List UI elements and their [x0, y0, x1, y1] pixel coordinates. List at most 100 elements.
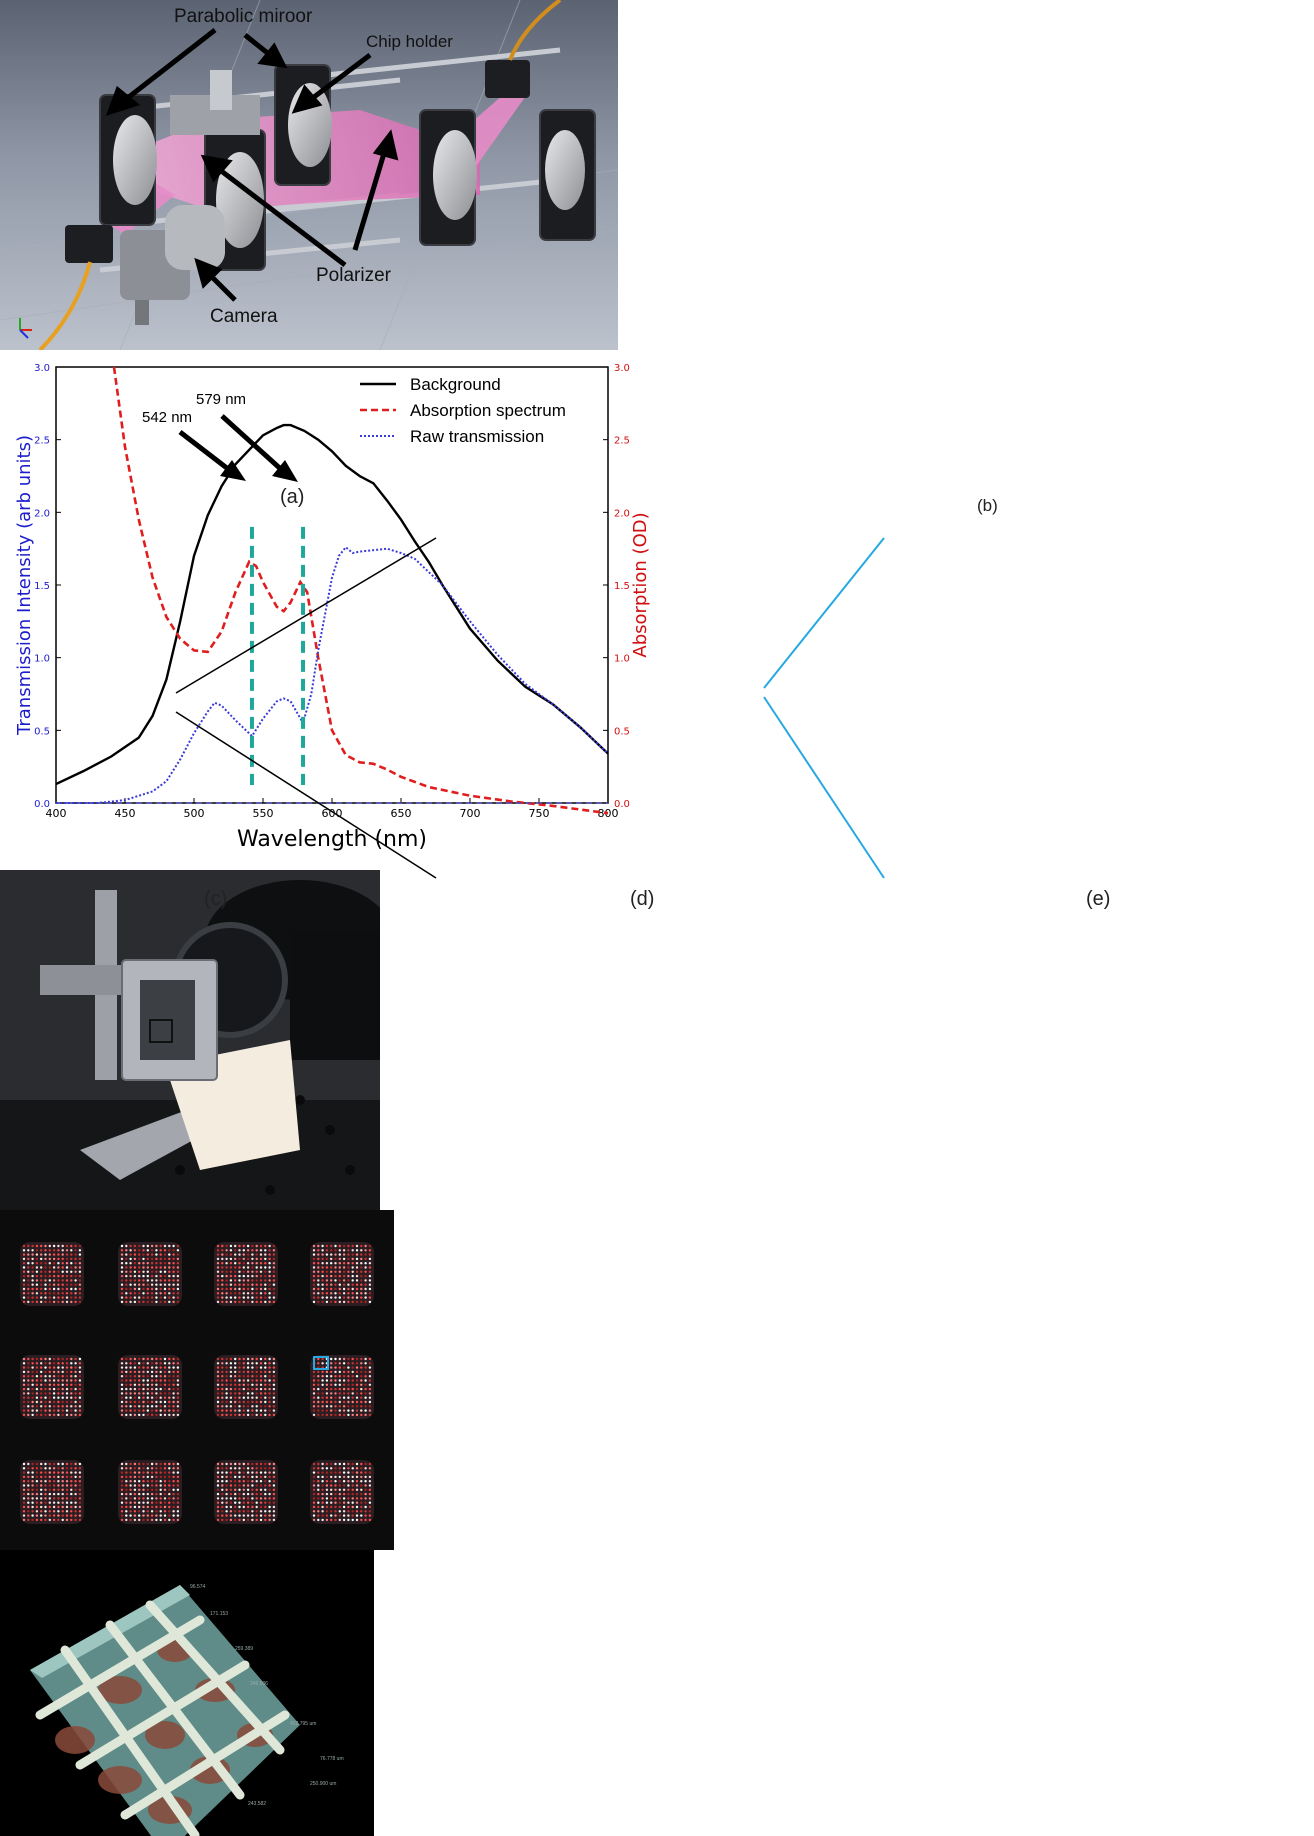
- sensor-dot: [48, 1366, 51, 1369]
- sensor-dot: [48, 1467, 51, 1470]
- sensor-dot: [229, 1518, 233, 1522]
- sensor-dot: [347, 1409, 350, 1412]
- sensor-dot: [120, 1266, 124, 1269]
- sensor-dot: [48, 1405, 51, 1408]
- sensor-dot: [150, 1244, 154, 1248]
- sensor-dot: [325, 1471, 329, 1474]
- sensor-dot: [229, 1488, 233, 1491]
- sensor-dot: [338, 1274, 341, 1278]
- sensor-dot: [330, 1514, 333, 1517]
- sensor-dot: [259, 1253, 263, 1256]
- sensor-dot: [264, 1375, 267, 1378]
- sensor-dot: [360, 1370, 363, 1374]
- sensor-dot: [342, 1492, 346, 1496]
- sensor-dot: [31, 1383, 34, 1386]
- sensor-dot: [22, 1462, 26, 1466]
- sensor-dot: [347, 1362, 350, 1365]
- sensor-dot: [146, 1379, 149, 1382]
- sensor-dot: [27, 1379, 30, 1382]
- sensor-dot: [268, 1300, 271, 1304]
- sensor-dot: [163, 1475, 167, 1479]
- sensor-dot: [216, 1253, 220, 1256]
- sensor-dot: [221, 1467, 224, 1470]
- sensor-dot: [255, 1488, 258, 1491]
- sensor-array-bg: [20, 1242, 84, 1306]
- sensor-dot: [155, 1492, 158, 1496]
- sensor-dot: [129, 1274, 132, 1278]
- sensor-dot: [334, 1480, 337, 1483]
- sensor-dot: [52, 1279, 56, 1282]
- sensor-dot: [44, 1279, 47, 1282]
- sensor-dot: [264, 1244, 267, 1248]
- sensor-dot: [268, 1383, 271, 1386]
- sensor-dot: [125, 1488, 128, 1491]
- sensor-dot: [70, 1253, 73, 1256]
- sensor-dot: [317, 1387, 320, 1391]
- sensor-dot: [364, 1262, 367, 1265]
- sensor-dot: [52, 1375, 56, 1378]
- sensor-dot: [338, 1300, 341, 1304]
- sensor-dot: [129, 1375, 132, 1378]
- sensor-dot: [238, 1279, 241, 1282]
- sensor-dot: [159, 1253, 162, 1256]
- sensor-dot: [325, 1405, 329, 1408]
- sensor-dot: [155, 1379, 158, 1382]
- sensor-dot: [61, 1266, 64, 1269]
- sensor-dot: [142, 1480, 145, 1483]
- sensor-dot: [338, 1266, 341, 1269]
- sensor-dot: [142, 1488, 145, 1491]
- sensor-dot: [48, 1283, 51, 1286]
- sensor-dot: [74, 1362, 77, 1365]
- sensor-dot: [146, 1357, 149, 1361]
- sensor-dot: [221, 1400, 224, 1404]
- sensor-dot: [61, 1357, 64, 1361]
- sensor-dot: [325, 1266, 329, 1269]
- sensor-dot: [78, 1392, 82, 1395]
- sensor-dot: [142, 1396, 145, 1399]
- sensor-dot: [146, 1480, 149, 1483]
- sensor-dot: [334, 1357, 337, 1361]
- sensor-dot: [229, 1392, 233, 1395]
- sensor-dot: [150, 1287, 154, 1291]
- sensor-dot: [176, 1409, 180, 1412]
- sensor-dot: [138, 1370, 141, 1374]
- sensor-dot: [52, 1357, 56, 1361]
- sensor-dot: [347, 1249, 350, 1252]
- sensor-dot: [347, 1383, 350, 1386]
- sensor-dot: [57, 1405, 60, 1408]
- sensor-dot: [251, 1510, 254, 1513]
- sensor-dot: [22, 1492, 26, 1496]
- sensor-dot: [163, 1510, 167, 1513]
- annotation-arrowhead: [272, 460, 298, 482]
- sensor-dot: [31, 1488, 34, 1491]
- sensor-dot: [163, 1274, 167, 1278]
- sensor-dot: [22, 1287, 26, 1291]
- sensor-dot: [48, 1362, 51, 1365]
- sensor-dot: [255, 1409, 258, 1412]
- sensor-dot: [334, 1379, 337, 1382]
- sensor-dot: [259, 1488, 263, 1491]
- sensor-dot: [61, 1279, 64, 1282]
- sensor-dot: [242, 1283, 245, 1286]
- sensor-dot: [321, 1244, 324, 1248]
- sensor-dot: [129, 1370, 132, 1374]
- sensor-dot: [27, 1262, 30, 1265]
- sensor-dot: [22, 1484, 26, 1487]
- sensor-dot: [125, 1396, 128, 1399]
- sensor-dot: [142, 1266, 145, 1269]
- sensor-dot: [146, 1266, 149, 1269]
- sensor-dot: [264, 1366, 267, 1369]
- sensor-dot: [242, 1370, 245, 1374]
- sensor-dot: [368, 1357, 372, 1361]
- sensor-dot: [229, 1262, 233, 1265]
- sensor-dot: [264, 1405, 267, 1408]
- sensor-dot: [159, 1244, 162, 1248]
- sensor-dot: [129, 1405, 132, 1408]
- sensor-dot: [259, 1300, 263, 1304]
- sensor-dot: [163, 1292, 167, 1295]
- sensor-dot: [325, 1383, 329, 1386]
- sensor-dot: [264, 1413, 267, 1417]
- sensor-dot: [65, 1413, 69, 1417]
- sensor-dot: [264, 1253, 267, 1256]
- sensor-dot: [57, 1387, 60, 1391]
